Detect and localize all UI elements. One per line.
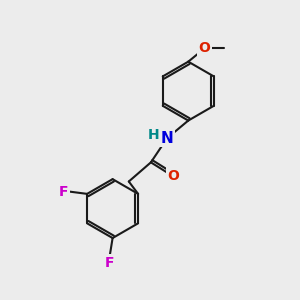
Text: O: O <box>199 41 210 56</box>
Text: F: F <box>105 256 114 270</box>
Text: O: O <box>168 169 179 183</box>
Text: F: F <box>59 184 68 199</box>
Text: N: N <box>161 131 173 146</box>
Text: H: H <box>148 128 160 142</box>
